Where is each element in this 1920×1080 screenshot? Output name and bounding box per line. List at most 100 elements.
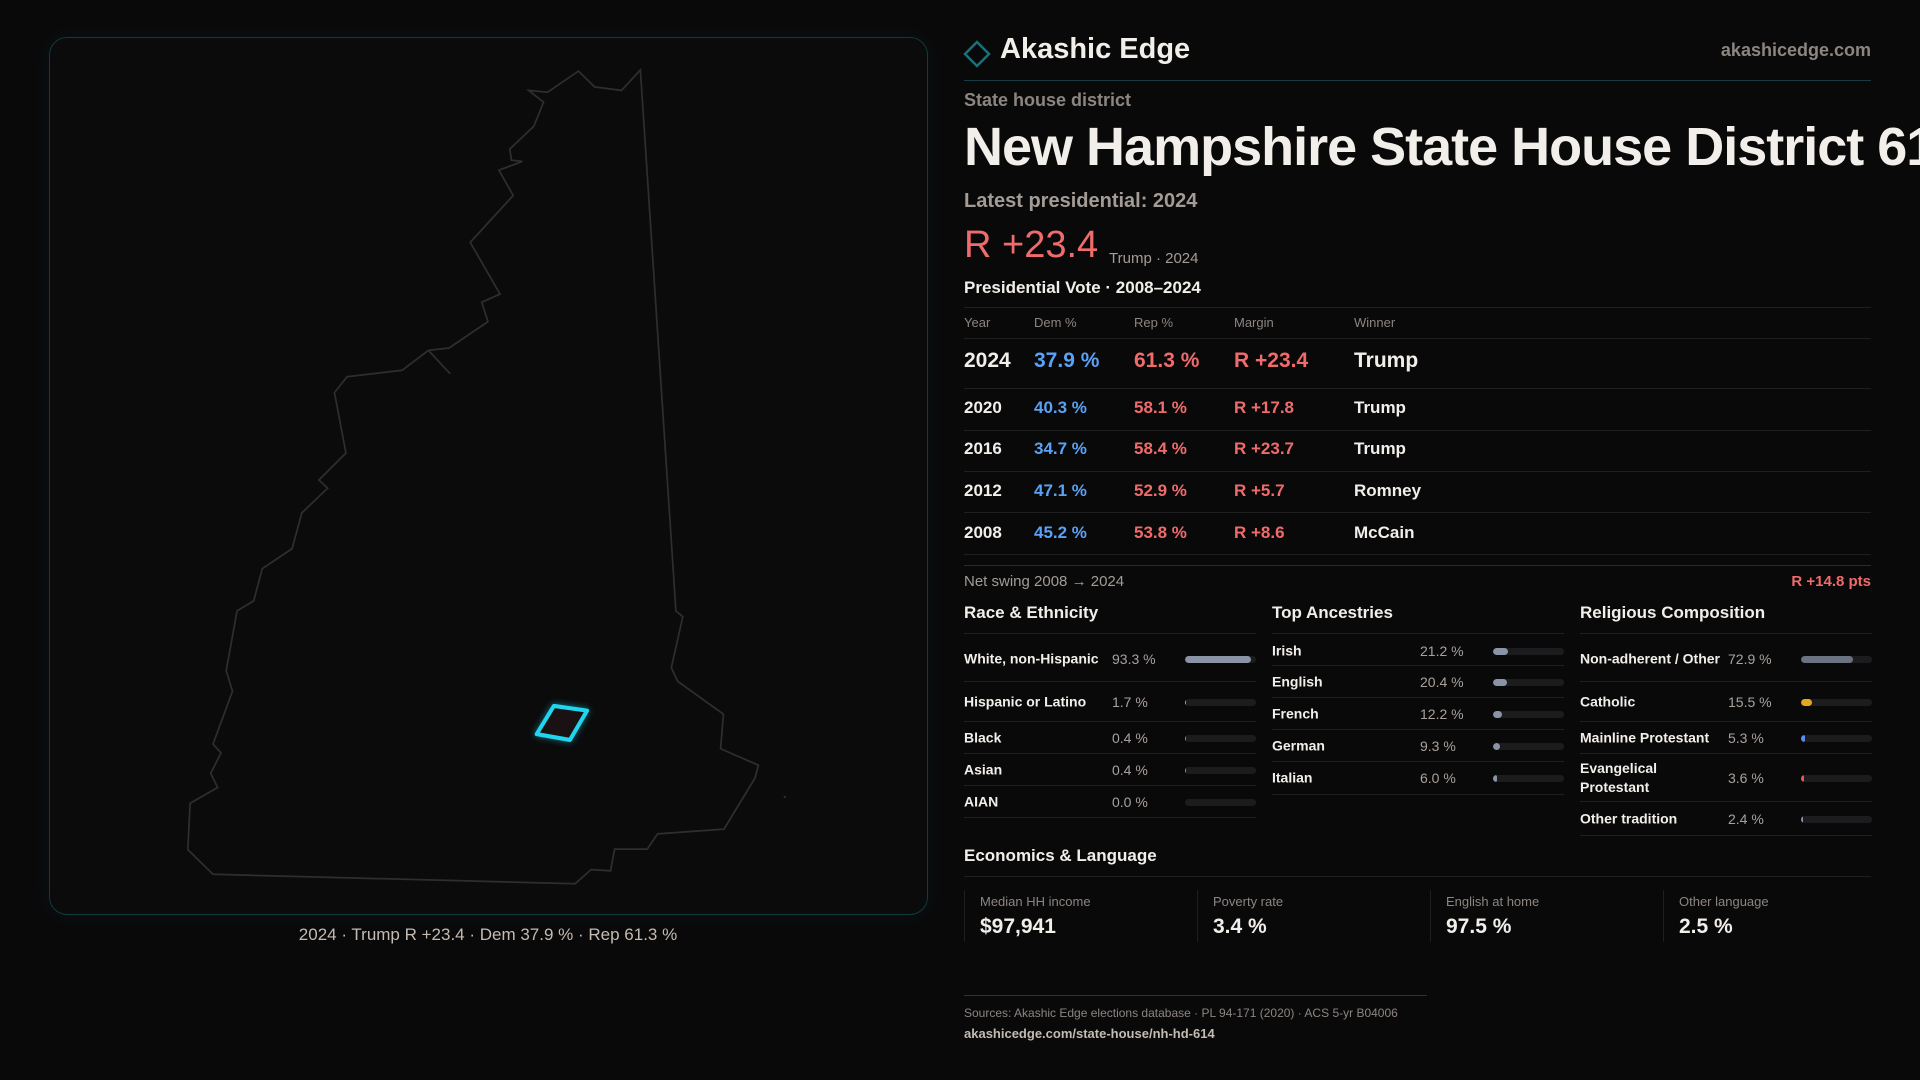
district-map[interactable] bbox=[40, 30, 940, 950]
island-dot bbox=[783, 795, 786, 799]
map-panel bbox=[49, 37, 928, 915]
economics-value: $97,941 bbox=[980, 915, 1056, 938]
stat-bar bbox=[1493, 710, 1564, 718]
economics-title: Economics & Language bbox=[964, 846, 1157, 865]
district-highlight[interactable] bbox=[534, 703, 590, 743]
cell-year: 2016 bbox=[964, 439, 1002, 458]
district-type: State house district bbox=[964, 90, 1132, 110]
stat-bar-fill bbox=[1801, 774, 1804, 782]
stat-bar-fill bbox=[1801, 698, 1812, 706]
county-line bbox=[427, 349, 451, 375]
cell-rep: 58.1 % bbox=[1134, 398, 1187, 417]
cell-winner: Trump bbox=[1354, 349, 1419, 372]
economics-value: 2.5 % bbox=[1679, 915, 1733, 938]
stat-label: Asian bbox=[964, 761, 1003, 777]
header-divider bbox=[964, 80, 1871, 81]
cell-dem: 40.3 % bbox=[1034, 398, 1087, 417]
cell-margin: R +8.6 bbox=[1234, 523, 1285, 542]
stat-label: Irish bbox=[1272, 642, 1302, 658]
headline-margin: R +23.4 bbox=[964, 224, 1099, 266]
cell-winner: Trump bbox=[1354, 439, 1406, 458]
stat-label: French bbox=[1272, 705, 1319, 721]
stat-label: Catholic bbox=[1580, 693, 1636, 709]
cell-year: 2024 bbox=[964, 349, 1011, 372]
economics-card: English at home 97.5 % bbox=[1430, 890, 1663, 942]
stat-bar bbox=[1801, 698, 1872, 706]
stat-label: AIAN bbox=[964, 793, 999, 809]
economics-label: English at home bbox=[1446, 894, 1540, 909]
divider bbox=[964, 512, 1871, 513]
map-caption: 2024 · Trump R +23.4 · Dem 37.9 % · Rep … bbox=[298, 925, 678, 944]
economics-value: 3.4 % bbox=[1213, 915, 1267, 938]
cell-winner: Romney bbox=[1354, 481, 1422, 500]
stat-row: English 20.4 % bbox=[1272, 666, 1564, 698]
stat-row: Irish 21.2 % bbox=[1272, 636, 1564, 666]
stat-bar bbox=[1185, 655, 1256, 663]
page-url[interactable]: akashicedge.com/state-house/nh-hd-614 bbox=[964, 1026, 1215, 1041]
col-header-year: Year bbox=[964, 315, 991, 330]
stat-value: 12.2 % bbox=[1420, 705, 1464, 722]
cell-dem: 45.2 % bbox=[1034, 523, 1087, 542]
stat-row: Non-adherent / Other 72.9 % bbox=[1580, 636, 1872, 682]
stat-bar bbox=[1185, 698, 1256, 706]
cell-dem: 37.9 % bbox=[1034, 349, 1100, 372]
stat-bar bbox=[1185, 766, 1256, 774]
divider bbox=[964, 430, 1871, 431]
stat-row: Italian 6.0 % bbox=[1272, 762, 1564, 795]
stat-bar bbox=[1801, 734, 1872, 742]
stat-row: Other tradition 2.4 % bbox=[1580, 802, 1872, 836]
stat-bar-fill bbox=[1185, 698, 1187, 706]
economics-value: 97.5 % bbox=[1446, 915, 1512, 938]
cell-dem: 34.7 % bbox=[1034, 439, 1087, 458]
divider bbox=[964, 471, 1871, 472]
stat-label: Mainline Protestant bbox=[1580, 729, 1710, 745]
stat-row: Black 0.4 % bbox=[964, 722, 1256, 754]
col-header-rep: Rep % bbox=[1134, 315, 1174, 330]
stat-value: 6.0 % bbox=[1420, 770, 1456, 786]
stat-bar-fill bbox=[1493, 742, 1500, 750]
cell-margin: R +23.7 bbox=[1234, 439, 1295, 458]
sources-text: Sources: Akashic Edge elections database… bbox=[964, 1006, 1398, 1020]
stat-bar-fill bbox=[1493, 710, 1502, 718]
stat-value: 1.7 % bbox=[1112, 693, 1148, 710]
stat-row: White, non-Hispanic 93.3 % bbox=[964, 636, 1256, 682]
cell-rep: 61.3 % bbox=[1134, 349, 1200, 372]
stat-bar-fill bbox=[1493, 775, 1498, 782]
divider bbox=[964, 554, 1871, 555]
cell-rep: 58.4 % bbox=[1134, 439, 1187, 458]
stat-value: 0.0 % bbox=[1112, 793, 1148, 810]
divider bbox=[1272, 633, 1564, 634]
stat-value: 21.2 % bbox=[1420, 642, 1464, 659]
cell-dem: 47.1 % bbox=[1034, 481, 1087, 500]
net-swing-label: Net swing 2008 → 2024 bbox=[964, 573, 1125, 590]
economics-card: Other language 2.5 % bbox=[1663, 890, 1896, 942]
cell-winner: Trump bbox=[1354, 398, 1406, 417]
stat-value: 20.4 % bbox=[1420, 673, 1464, 690]
cell-rep: 53.8 % bbox=[1134, 523, 1187, 542]
cell-winner: McCain bbox=[1354, 523, 1415, 542]
section-title: Race & Ethnicity bbox=[964, 603, 1099, 622]
divider bbox=[964, 876, 1871, 877]
stat-row: Catholic 15.5 % bbox=[1580, 682, 1872, 722]
page-title: New Hampshire State House District 614 bbox=[964, 117, 1920, 177]
brand-diamond-icon bbox=[963, 40, 991, 68]
stat-row: Hispanic or Latino 1.7 % bbox=[964, 682, 1256, 722]
cell-year: 2020 bbox=[964, 398, 1002, 417]
site-link[interactable]: akashicedge.com bbox=[1720, 40, 1871, 60]
stat-bar bbox=[1801, 774, 1872, 782]
stat-row: AIAN 0.0 % bbox=[964, 786, 1256, 818]
divider bbox=[964, 565, 1871, 566]
stat-label: Black bbox=[964, 729, 1002, 745]
stat-bar-fill bbox=[1185, 734, 1187, 742]
footer-divider bbox=[964, 995, 1427, 996]
cell-margin: R +5.7 bbox=[1234, 481, 1285, 500]
col-header-dem: Dem % bbox=[1034, 315, 1077, 330]
stat-value: 93.3 % bbox=[1112, 650, 1156, 667]
stat-bar-fill bbox=[1185, 766, 1187, 774]
economics-label: Other language bbox=[1679, 894, 1769, 909]
stat-bar bbox=[1493, 678, 1564, 686]
stat-label: White, non-Hispanic bbox=[964, 650, 1099, 666]
economics-label: Median HH income bbox=[980, 894, 1091, 909]
divider bbox=[964, 388, 1871, 389]
stat-bar-fill bbox=[1801, 815, 1803, 823]
